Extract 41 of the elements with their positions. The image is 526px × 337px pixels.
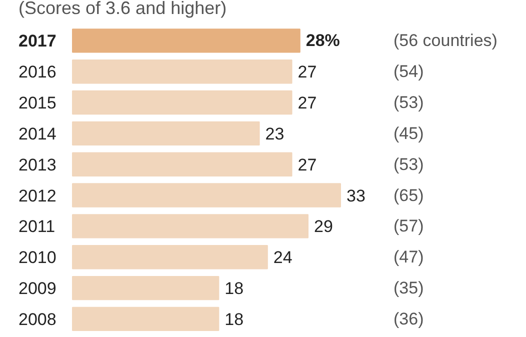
data-label: 18	[224, 310, 244, 329]
text: (45)	[394, 124, 424, 143]
bar	[72, 245, 268, 270]
y-tick-label: 2016	[18, 62, 56, 82]
data-label: 28%	[306, 31, 340, 50]
text: (47)	[394, 248, 424, 267]
data-label: 18	[224, 279, 244, 298]
y-tick-label: 2009	[18, 279, 56, 298]
bar	[72, 60, 292, 84]
bar	[72, 306, 220, 332]
y-tick-label: 2017	[18, 32, 56, 51]
bar	[72, 152, 292, 176]
text: (65)	[394, 186, 424, 205]
y-tick-label: 2010	[18, 248, 56, 268]
data-label: 27	[298, 62, 317, 82]
bar	[72, 121, 260, 146]
y-tick-label: 2011	[18, 217, 56, 236]
data-label: 24	[273, 248, 292, 268]
bar	[72, 90, 292, 115]
text: (56 countries)	[394, 31, 498, 50]
data-label: 27	[298, 155, 317, 174]
data-label: 33	[346, 186, 366, 206]
chart-subtitle: (Scores of 3.6 and higher)	[18, 0, 227, 18]
text: (53)	[394, 93, 424, 112]
bar	[72, 28, 300, 53]
text: (35)	[394, 278, 424, 298]
text: (54)	[394, 62, 424, 82]
text: (36)	[394, 309, 424, 328]
y-tick-label: 2015	[18, 94, 56, 113]
data-label: 27	[298, 94, 317, 113]
y-tick-label: 2013	[18, 155, 56, 174]
bar	[72, 276, 220, 300]
text: (53)	[394, 154, 424, 174]
text: (57)	[394, 216, 424, 236]
y-tick-label: 2012	[18, 186, 56, 206]
data-label: 29	[314, 217, 333, 236]
y-tick-label: 2014	[18, 124, 56, 144]
y-tick-label: 2008	[18, 310, 56, 329]
data-label: 23	[265, 124, 284, 144]
bar	[72, 214, 309, 238]
bar	[72, 183, 341, 208]
